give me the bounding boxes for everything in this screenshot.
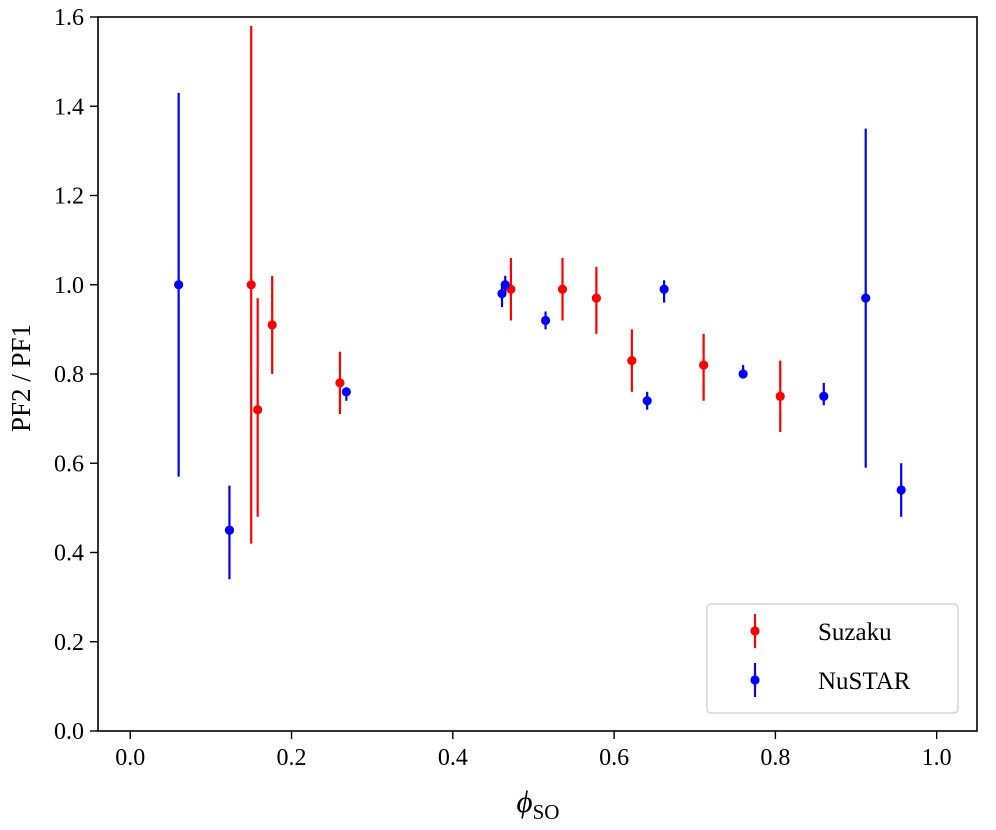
x-tick-label: 0.0	[115, 745, 145, 771]
nustar-point	[500, 280, 510, 290]
x-axis-ticks: 0.0 0.2 0.4 0.6 0.8 1.0	[115, 731, 952, 771]
legend-suzaku-marker	[750, 626, 760, 636]
y-tick-label: 0.2	[54, 630, 84, 656]
legend-suzaku-label: Suzaku	[818, 619, 892, 646]
legend-entry-nustar: NuSTAR	[750, 663, 911, 697]
suzaku-point	[775, 391, 785, 401]
y-tick-label: 1.2	[54, 184, 84, 210]
suzaku-point	[591, 293, 601, 303]
x-tick-label: 1.0	[922, 745, 952, 771]
y-tick-label: 1.4	[54, 94, 84, 120]
nustar-point	[642, 396, 652, 406]
suzaku-point	[267, 320, 277, 330]
suzaku-point	[253, 405, 263, 415]
x-axis-label-subscript: SO	[533, 800, 560, 824]
x-axis-label: ϕSO	[517, 784, 560, 824]
suzaku-point	[627, 356, 637, 366]
y-tick-label: 0.6	[54, 451, 84, 477]
y-axis-label: PF2 / PF1	[6, 324, 36, 432]
y-tick-label: 1.6	[54, 5, 84, 31]
nustar-point	[819, 391, 829, 401]
x-axis-label-symbol: ϕ	[517, 784, 533, 819]
y-tick-label: 0.8	[54, 362, 84, 388]
legend-nustar-marker	[750, 675, 760, 685]
suzaku-point	[699, 360, 709, 370]
y-tick-label: 1.0	[54, 273, 84, 299]
nustar-point	[659, 284, 669, 294]
nustar-point	[861, 293, 871, 303]
nustar-point	[540, 315, 551, 326]
nustar-point	[224, 525, 235, 535]
y-axis-ticks: 0.0 0.2 0.4 0.6 0.8 1.0 1.2 1.4 1.6	[54, 5, 98, 745]
nustar-point	[174, 280, 184, 290]
suzaku-point	[335, 378, 345, 388]
suzaku-point	[246, 280, 256, 290]
legend: Suzaku NuSTAR	[706, 603, 959, 714]
y-tick-label: 0.4	[54, 541, 84, 567]
x-tick-label: 0.8	[760, 745, 790, 771]
legend-entry-suzaku: Suzaku	[750, 614, 892, 648]
legend-nustar-label: NuSTAR	[818, 668, 911, 695]
x-tick-label: 0.6	[599, 745, 629, 771]
y-tick-label: 0.0	[54, 719, 84, 745]
x-tick-label: 0.4	[438, 745, 468, 771]
nustar-point	[341, 387, 351, 397]
legend-frame	[706, 603, 959, 714]
series-suzaku	[246, 25, 785, 544]
x-tick-label: 0.2	[277, 745, 307, 771]
series-layer	[174, 25, 906, 580]
suzaku-point	[557, 284, 568, 294]
plot-frame	[97, 16, 978, 732]
nustar-point	[896, 485, 906, 495]
nustar-point	[738, 369, 748, 379]
series-nustar	[174, 92, 906, 580]
